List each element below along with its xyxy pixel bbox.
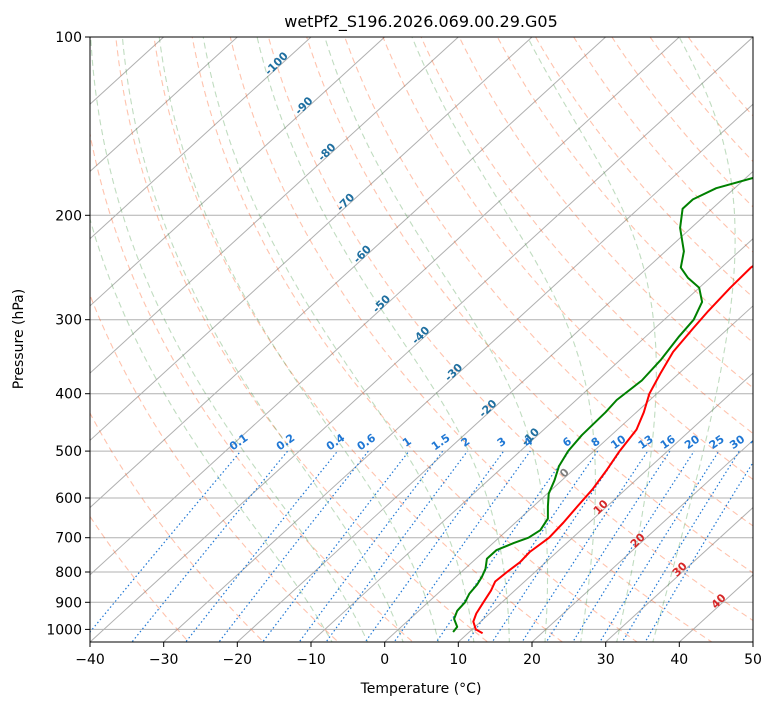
moist-adiabat [202, 37, 475, 642]
dewpoint-profile-line [452, 176, 753, 633]
y-tick-label: 300 [55, 313, 82, 329]
x-tick-label: 0 [380, 652, 389, 668]
mixing-ratio-line [393, 450, 531, 642]
dry-adiabat [90, 412, 265, 642]
isotherm-gridline [90, 37, 533, 442]
y-tick-label: 900 [55, 595, 82, 611]
y-axis-title: Pressure (hPa) [11, 289, 27, 389]
dry-adiabat [420, 37, 753, 435]
isotherm-gridline [90, 37, 312, 240]
dry-adiabat [90, 293, 340, 642]
temperature-profile-line [472, 264, 753, 635]
x-tick-label: 50 [744, 652, 762, 668]
x-tick-label: −30 [149, 652, 179, 668]
y-tick-label: 600 [55, 491, 82, 507]
y-tick-label: 500 [55, 444, 82, 460]
dry-adiabat [458, 37, 753, 389]
series-layer [452, 176, 753, 635]
isotherm-gridline [457, 372, 753, 642]
plot-frame [89, 36, 754, 643]
mixing-ratio-line [261, 450, 410, 642]
mixing-ratio-line [466, 450, 599, 642]
isotherm-gridline [383, 305, 753, 642]
isotherm-gridline [90, 37, 386, 307]
isotherm-gridline [90, 37, 681, 576]
y-tick-label: 1000 [46, 622, 82, 638]
x-tick-label: −40 [75, 652, 105, 668]
mixing-ratio-label: 36 [748, 432, 768, 452]
mixing-ratio-line [435, 450, 570, 642]
moist-adiabat [527, 37, 657, 642]
dry-adiabat [115, 37, 489, 642]
isotherm-gridline [90, 37, 753, 642]
y-tick-label: 100 [55, 30, 82, 46]
chart-title: wetPf2_S196.2026.069.00.29.G05 [284, 12, 558, 32]
moist-adiabat [121, 37, 404, 642]
isotherm-gridline [90, 37, 239, 173]
dry-adiabat [573, 37, 753, 253]
dry-adiabat [153, 37, 564, 642]
x-tick-label: −20 [223, 652, 253, 668]
moist-adiabat [158, 37, 440, 642]
dry-adiabat [306, 37, 753, 574]
y-tick-label: 200 [55, 208, 82, 224]
mixing-ratio-line [521, 450, 649, 642]
x-axis-title: Temperature (°C) [360, 681, 482, 697]
mixing-ratio-line [491, 450, 621, 642]
isotherm-gridline [604, 506, 753, 642]
dry-adiabat [267, 37, 753, 622]
dry-adiabat [496, 37, 753, 344]
dry-adiabat [90, 131, 414, 642]
moist-adiabat [90, 37, 369, 642]
y-tick-label: 700 [55, 531, 82, 547]
moist-adiabat [256, 37, 510, 642]
moist-adiabat [652, 37, 736, 642]
x-tick-label: 20 [523, 652, 541, 668]
background-lines [90, 37, 753, 642]
mixing-ratio-line [218, 450, 369, 642]
y-tick-label: 800 [55, 565, 82, 581]
moist-adiabat [411, 37, 596, 642]
mixing-ratio-line [644, 461, 753, 642]
x-tick-label: −10 [296, 652, 326, 668]
axes: −40 −30 −20 −10 0 10 20 30 40 50 100 200 300 400 500 60… [46, 30, 762, 668]
x-tick-label: 10 [449, 652, 467, 668]
y-tick-label: 400 [55, 387, 82, 403]
x-tick-label: 30 [597, 652, 615, 668]
mixing-ratio-line [545, 450, 671, 642]
mixing-ratio-line [364, 450, 505, 642]
mixing-ratio-line [184, 450, 339, 642]
isotherm-gridline [162, 103, 753, 642]
dry-adiabat [611, 37, 753, 208]
moist-adiabat [324, 37, 549, 642]
x-tick-label: 40 [670, 652, 688, 668]
isotherm-gridline [90, 37, 460, 374]
dry-adiabat [191, 37, 638, 642]
isotherm-gridline [236, 170, 753, 642]
dry-adiabat [382, 37, 753, 481]
isotherm-gridline [531, 439, 753, 642]
isotherm-gridline [90, 37, 607, 509]
isotherm-gridline [310, 238, 753, 642]
